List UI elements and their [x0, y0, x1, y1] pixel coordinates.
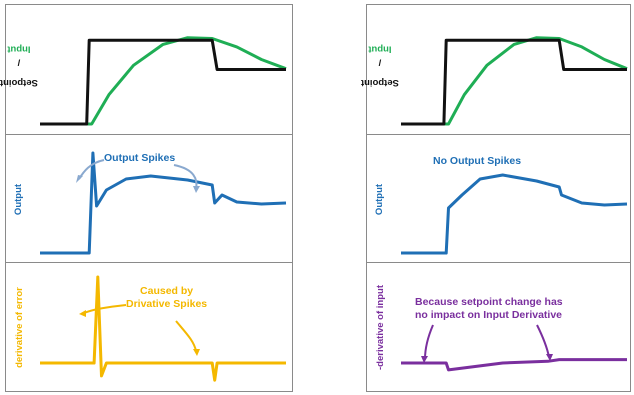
left-middle-series-line-line: [40, 151, 287, 255]
left-error-derivative-plot: derivative of error Caused by Drivative …: [6, 262, 292, 391]
no-output-spikes-annotation: No Output Spikes: [433, 155, 522, 167]
right-bottom-series-line-line: [401, 358, 627, 372]
derivative-spike-arrow-2: [175, 320, 197, 352]
arrowhead-3: [79, 310, 86, 317]
left-top-series-setpoint-line: [40, 38, 286, 126]
left-setpoint-input-plot: Setpoint / Input: [0, 5, 292, 134]
derivative-spike-arrow-1: [83, 304, 127, 314]
because-setpoint-annotation: Because setpoint change has no impact on…: [415, 296, 563, 321]
arrowhead-5: [421, 356, 428, 363]
right-setpoint-input-plot: Setpoint / Input: [361, 5, 630, 134]
right-bottom-chart: [401, 324, 627, 372]
left-bottom-chart: [40, 275, 286, 382]
left-panel: Setpoint / Input Output Output Spikes de…: [0, 4, 293, 392]
right-top-chart: [401, 36, 628, 126]
arrowhead-6: [546, 354, 553, 361]
caused-by-annotation: Caused by Drivative Spikes: [126, 285, 208, 310]
left-top-series-input-line: [40, 36, 287, 126]
right-input-derivative-plot: -derivative of input Because setpoint ch…: [367, 262, 630, 391]
arrowhead-1: [76, 175, 83, 183]
arrowhead-4: [193, 349, 200, 356]
right-middle-chart: [401, 173, 628, 255]
output-spike-arrow-2: [173, 164, 198, 190]
left-bottom-series-line-line: [40, 275, 286, 382]
left-output-plot: Output Output Spikes: [6, 134, 292, 262]
output-spikes-annotation: Output Spikes: [104, 152, 176, 164]
input-derivative-arrow-1: [424, 324, 434, 360]
right-top-series-setpoint-line: [401, 38, 627, 126]
left-middle-chart: [40, 151, 287, 255]
arrowhead-2: [193, 186, 200, 193]
right-output-plot: Output No Output Spikes: [367, 134, 630, 262]
input-derivative-arrow-2: [536, 324, 550, 358]
right-top-series-input-line: [401, 36, 628, 126]
right-middle-series-line-line: [401, 173, 628, 255]
right-panel: Setpoint / Input Output No Output Spikes…: [361, 4, 631, 392]
left-top-chart: [40, 36, 287, 126]
